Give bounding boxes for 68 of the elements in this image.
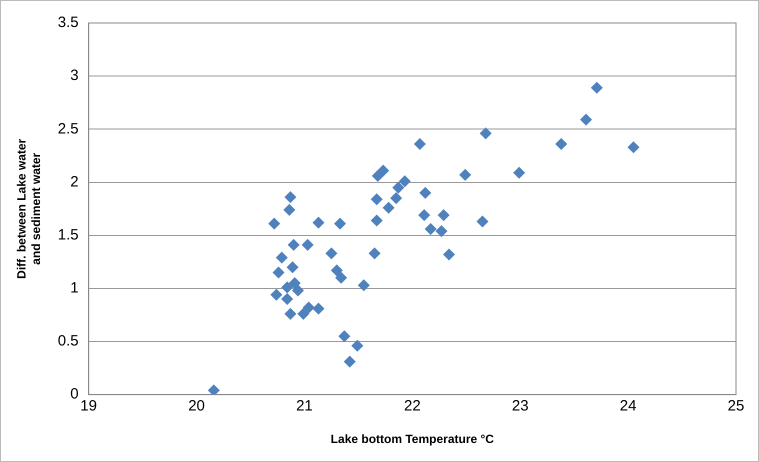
point — [334, 218, 346, 230]
point — [351, 340, 364, 352]
x-tick-label: 25 — [728, 398, 744, 415]
point — [344, 356, 356, 368]
point — [358, 279, 370, 292]
point — [302, 302, 315, 314]
point — [370, 193, 383, 206]
point — [335, 272, 348, 284]
point — [370, 214, 383, 226]
point — [208, 384, 220, 395]
point — [288, 238, 300, 251]
point — [555, 138, 568, 150]
point — [268, 218, 280, 230]
point — [476, 216, 488, 228]
point — [286, 261, 299, 274]
point — [590, 82, 603, 94]
point — [418, 209, 430, 222]
point — [459, 168, 472, 181]
point — [288, 277, 301, 290]
x-tick-label: 22 — [404, 398, 421, 415]
point — [419, 186, 432, 199]
y-tick-label: 2 — [70, 173, 79, 190]
point — [435, 225, 448, 238]
y-tick-label: 1.5 — [58, 226, 79, 244]
point — [325, 247, 338, 260]
point — [302, 238, 314, 251]
point — [338, 330, 350, 342]
x-tick-label: 19 — [80, 398, 97, 415]
x-tick-label: 21 — [296, 398, 313, 415]
point — [284, 308, 296, 320]
point — [377, 164, 390, 177]
point — [292, 284, 304, 297]
x-tick-label: 23 — [512, 398, 529, 415]
x-axis-title: Lake bottom Temperature °C — [330, 432, 494, 446]
point — [414, 138, 426, 150]
point — [284, 191, 296, 204]
y-tick-label: 0.5 — [58, 332, 79, 350]
point — [270, 288, 282, 301]
x-tick-label: 20 — [188, 398, 205, 415]
y-tick-label: 1 — [70, 280, 79, 297]
y-tick-label: 3.5 — [58, 14, 79, 32]
point — [283, 204, 296, 216]
point — [382, 202, 395, 214]
point — [330, 264, 343, 276]
point — [438, 209, 450, 222]
y-tick-label: 3 — [70, 67, 79, 84]
x-tick-label: 24 — [620, 398, 636, 415]
point — [372, 170, 384, 182]
point — [368, 247, 381, 260]
y-tick-label: 2.5 — [58, 120, 79, 138]
point — [398, 175, 411, 188]
point — [312, 216, 324, 229]
point — [392, 182, 404, 194]
point — [580, 114, 592, 126]
point — [628, 141, 640, 154]
point — [513, 166, 526, 179]
point — [276, 252, 288, 264]
point — [424, 222, 437, 235]
point — [281, 293, 294, 306]
point — [312, 302, 324, 315]
point — [272, 266, 285, 279]
point — [390, 192, 402, 204]
y-axis-title: Diff. between Lake water and sediment water — [14, 138, 43, 279]
point — [281, 281, 294, 294]
point — [443, 248, 456, 260]
point — [297, 308, 310, 320]
y-tick-label: 0 — [70, 386, 79, 403]
point — [480, 127, 492, 140]
